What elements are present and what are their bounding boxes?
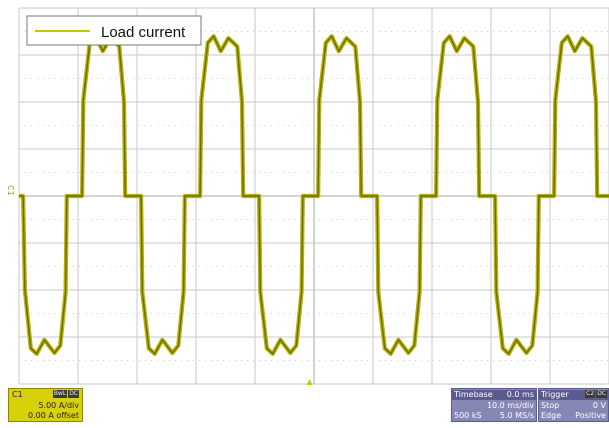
- timebase-rate: 5.0 MS/s: [499, 411, 534, 420]
- trigger-level: 0 V: [592, 401, 606, 410]
- graticule: [18, 7, 609, 385]
- trigger-slope: Positive: [575, 411, 606, 420]
- timebase-samples: 500 kS: [454, 411, 482, 420]
- channel-scale: 5.00 A/div: [38, 401, 79, 410]
- trigger-source-badge: C2: [585, 390, 596, 398]
- channel-marker: C1: [6, 185, 15, 196]
- timebase-delay: 0.0 ms: [506, 390, 534, 399]
- timebase-scale: 10.0 ms/div: [486, 401, 534, 410]
- timebase-panel[interactable]: Timebase 0.0 ms 10.0 ms/div 500 kS 5.0 M…: [451, 388, 537, 422]
- channel-info-panel[interactable]: C1 BwL DC 5.00 A/div 0.00 A offset: [8, 388, 83, 422]
- trigger-label: Trigger: [541, 390, 569, 399]
- trigger-panel[interactable]: Trigger C2 DC Stop 0 V Edge Positive: [538, 388, 609, 422]
- trigger-type: Edge: [541, 411, 562, 420]
- trigger-coupling-badge: DC: [596, 390, 607, 398]
- coupling-badge: DC: [68, 390, 79, 398]
- bandwidth-limit-badge: BwL: [52, 390, 68, 398]
- trigger-position-marker: [306, 379, 313, 385]
- timebase-label: Timebase: [454, 390, 493, 399]
- channel-name: C1: [12, 390, 23, 399]
- trigger-mode: Stop: [541, 401, 560, 410]
- legend: Load current: [26, 15, 202, 46]
- channel-offset: 0.00 A offset: [27, 411, 79, 420]
- legend-label: Load current: [101, 24, 186, 41]
